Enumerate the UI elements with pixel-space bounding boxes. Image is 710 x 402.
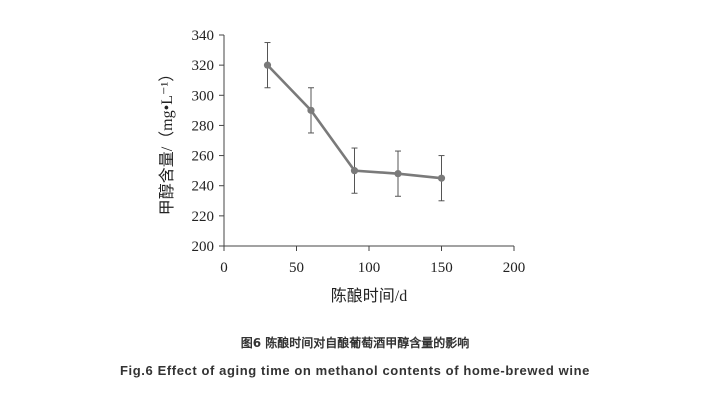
data-point (350, 167, 359, 175)
y-axis-label: 甲醇含量/（mg•L⁻¹） (158, 66, 176, 216)
x-axis-label: 陈酿时间/d (331, 287, 407, 305)
y-axis-ticks: 200 220 240 260 280 300 320 340 (192, 28, 224, 255)
data-point (307, 106, 315, 114)
error-bars (264, 42, 445, 202)
line-chart: 200 220 240 260 280 300 320 340 0 50 100 150 200 陈酿… (158, 28, 525, 305)
caption-chinese: 图6 陈酿时间对自酿葡萄酒甲醇含量的影响 (240, 336, 470, 350)
y-tick-label: 240 (192, 179, 215, 195)
y-tick-label: 220 (192, 209, 215, 225)
y-tick-label: 260 (192, 149, 215, 165)
y-tick-label: 300 (192, 88, 215, 104)
data-points (263, 61, 446, 182)
x-tick-label: 150 (430, 260, 453, 276)
x-tick-label: 200 (503, 260, 526, 276)
y-tick-label: 200 (192, 239, 215, 255)
caption-english: Fig.6 Effect of aging time on methanol c… (120, 363, 590, 378)
data-point (394, 170, 402, 178)
data-point (437, 174, 446, 182)
y-tick-label: 320 (192, 58, 215, 74)
x-tick-label: 0 (220, 260, 228, 276)
data-point (263, 61, 272, 69)
y-tick-label: 340 (192, 28, 215, 44)
y-tick-label: 280 (192, 118, 215, 134)
x-tick-label: 50 (289, 260, 304, 276)
x-axis-ticks: 0 50 100 150 200 (220, 246, 525, 276)
x-tick-label: 100 (358, 260, 381, 276)
